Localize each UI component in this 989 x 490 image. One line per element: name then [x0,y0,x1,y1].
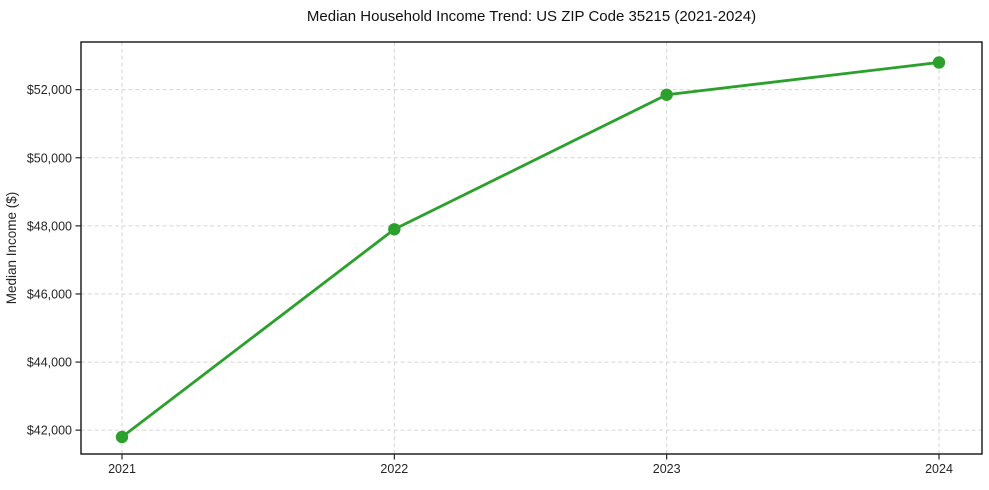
y-tick-label: $52,000 [27,83,72,97]
chart-title: Median Household Income Trend: US ZIP Co… [307,8,756,25]
y-axis-label: Median Income ($) [4,192,19,305]
data-point [932,56,946,69]
plot-border [80,41,983,455]
data-point [115,430,129,444]
x-tick-label: 2022 [380,462,408,476]
data-point [660,88,673,101]
y-tick-label: $44,000 [27,356,72,370]
y-tick-label: $50,000 [27,151,72,165]
y-tick-label: $46,000 [27,287,72,301]
x-tick-label: 2023 [653,462,681,476]
y-tick-label: $48,000 [27,219,72,233]
data-point [388,223,401,236]
y-tick-label: $42,000 [27,424,72,438]
x-tick-label: 2021 [108,462,136,476]
trend-line [120,61,941,439]
x-tick-label: 2024 [925,462,953,476]
